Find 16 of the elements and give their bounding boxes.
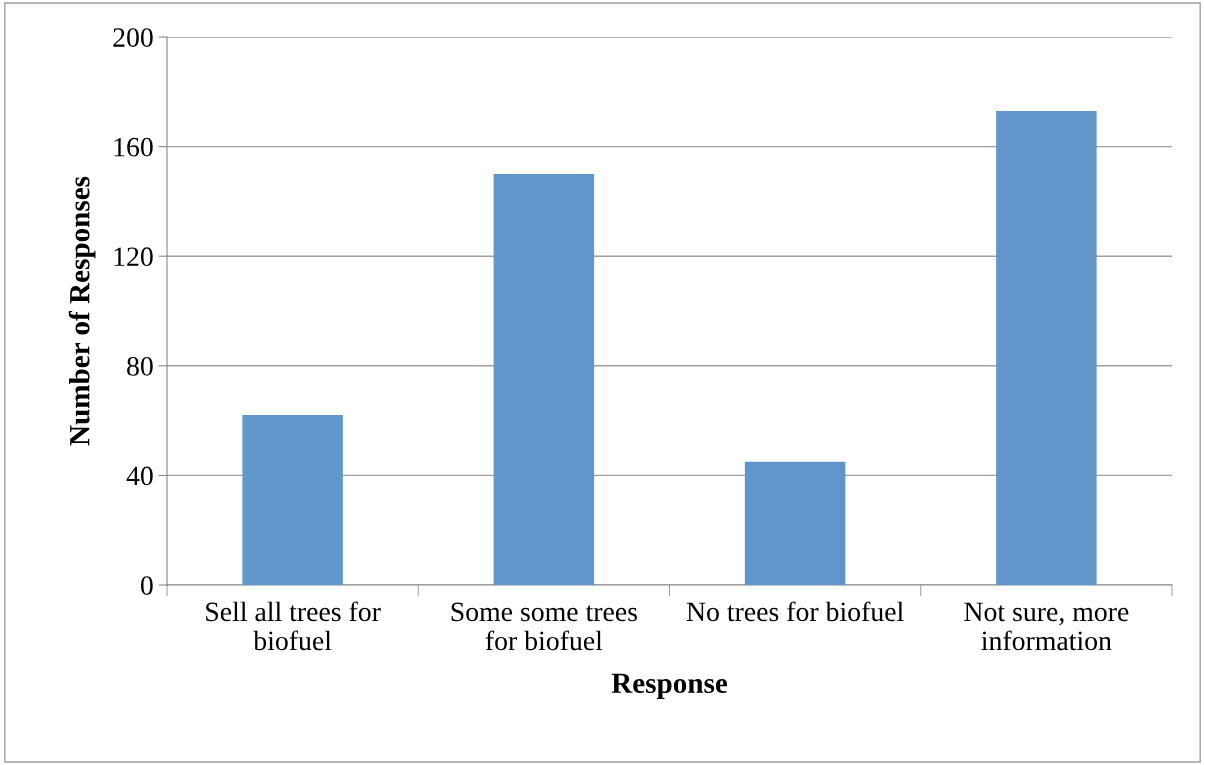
x-tick-label: Not sure, more information bbox=[964, 602, 1129, 651]
y-tick-label: 0 bbox=[140, 576, 153, 595]
bar bbox=[744, 461, 846, 585]
bar bbox=[242, 415, 343, 585]
y-tick-label: 40 bbox=[126, 466, 153, 486]
bar bbox=[493, 174, 595, 585]
x-tick-label: Some some trees for biofuel bbox=[451, 602, 637, 651]
x-axis-title: Response bbox=[611, 673, 728, 700]
bar bbox=[996, 110, 1097, 585]
y-axis-title: Number of Responses bbox=[68, 176, 96, 446]
y-tick-label: 200 bbox=[113, 28, 153, 47]
y-tick-label: 120 bbox=[114, 247, 153, 267]
x-tick-label: Sell all trees for biofuel bbox=[206, 601, 381, 651]
y-tick-label: 160 bbox=[114, 137, 153, 157]
x-tick-label: No trees for biofuel bbox=[686, 601, 904, 622]
y-tick-label: 80 bbox=[127, 356, 153, 376]
